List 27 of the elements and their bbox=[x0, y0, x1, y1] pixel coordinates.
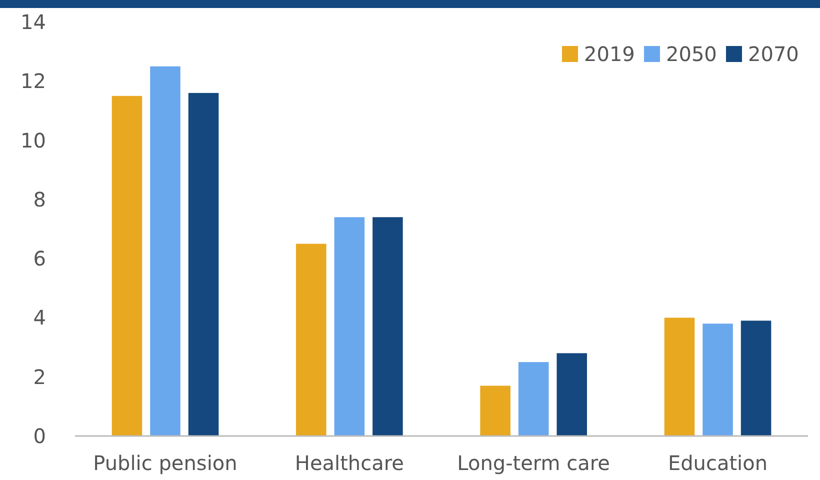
legend-label: 2019 bbox=[584, 42, 635, 66]
x-tick-label: Education bbox=[668, 451, 768, 475]
y-tick-label: 6 bbox=[33, 246, 46, 271]
bar bbox=[480, 386, 510, 436]
y-tick-label: 0 bbox=[33, 424, 46, 448]
bar bbox=[112, 96, 142, 436]
bar bbox=[372, 217, 403, 436]
y-tick-label: 10 bbox=[20, 128, 46, 152]
bar bbox=[188, 92, 219, 436]
x-tick-label: Public pension bbox=[93, 451, 238, 475]
y-tick-label: 14 bbox=[20, 10, 46, 34]
y-tick-label: 12 bbox=[20, 69, 46, 94]
bar bbox=[740, 320, 772, 436]
bar bbox=[556, 353, 587, 436]
bar bbox=[296, 244, 326, 436]
x-tick-label: Healthcare bbox=[294, 451, 404, 475]
x-tick-label: Long-term care bbox=[457, 451, 610, 475]
bar bbox=[664, 318, 695, 436]
bar bbox=[518, 362, 549, 436]
y-tick-label: 8 bbox=[33, 187, 46, 212]
legend-label: 2070 bbox=[748, 42, 799, 66]
legend-label: 2050 bbox=[666, 42, 717, 66]
y-tick-label: 2 bbox=[33, 364, 46, 389]
y-tick-label: 4 bbox=[33, 306, 46, 330]
bar bbox=[702, 324, 733, 436]
bar bbox=[150, 66, 180, 436]
bar bbox=[334, 217, 365, 436]
